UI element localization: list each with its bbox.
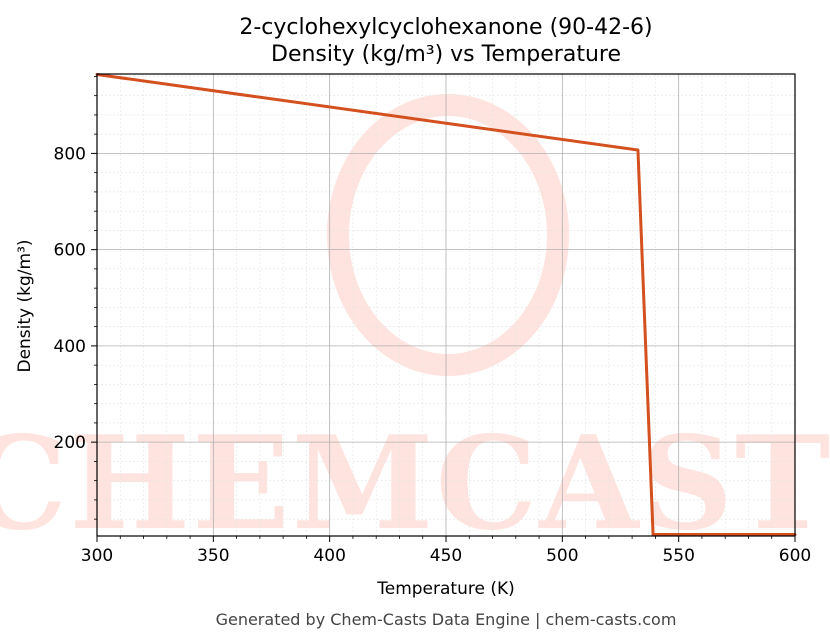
y-axis-label: Density (kg/m³) — [15, 239, 35, 372]
chart-title: 2-cyclohexylcyclohexanone (90-42-6) — [239, 15, 652, 40]
x-tick-label: 550 — [662, 546, 694, 566]
x-tick-label: 400 — [313, 546, 345, 566]
y-tick-label: 200 — [54, 433, 86, 453]
x-axis-label: Temperature (K) — [376, 579, 515, 599]
watermark: CHEMCASTS — [0, 94, 830, 559]
y-tick-label: 400 — [54, 337, 86, 357]
watermark-ring — [327, 94, 569, 376]
chart-subtitle: Density (kg/m³) vs Temperature — [271, 42, 621, 67]
y-tick-label: 800 — [54, 144, 86, 164]
x-tick-label: 450 — [430, 546, 462, 566]
x-tick-label: 300 — [81, 546, 113, 566]
major-gridlines — [97, 74, 795, 536]
y-tick-label: 600 — [54, 241, 86, 261]
x-axis-ticks: 300 350 400 450 500 550 600 — [81, 536, 811, 566]
footer-credit: Generated by Chem-Casts Data Engine | ch… — [216, 610, 677, 629]
x-tick-label: 350 — [197, 546, 229, 566]
x-tick-label: 500 — [546, 546, 578, 566]
x-tick-label: 600 — [779, 546, 811, 566]
y-axis-ticks: 200 400 600 800 — [54, 76, 97, 520]
series-line-density — [95, 72, 797, 537]
series-layer — [95, 72, 797, 537]
